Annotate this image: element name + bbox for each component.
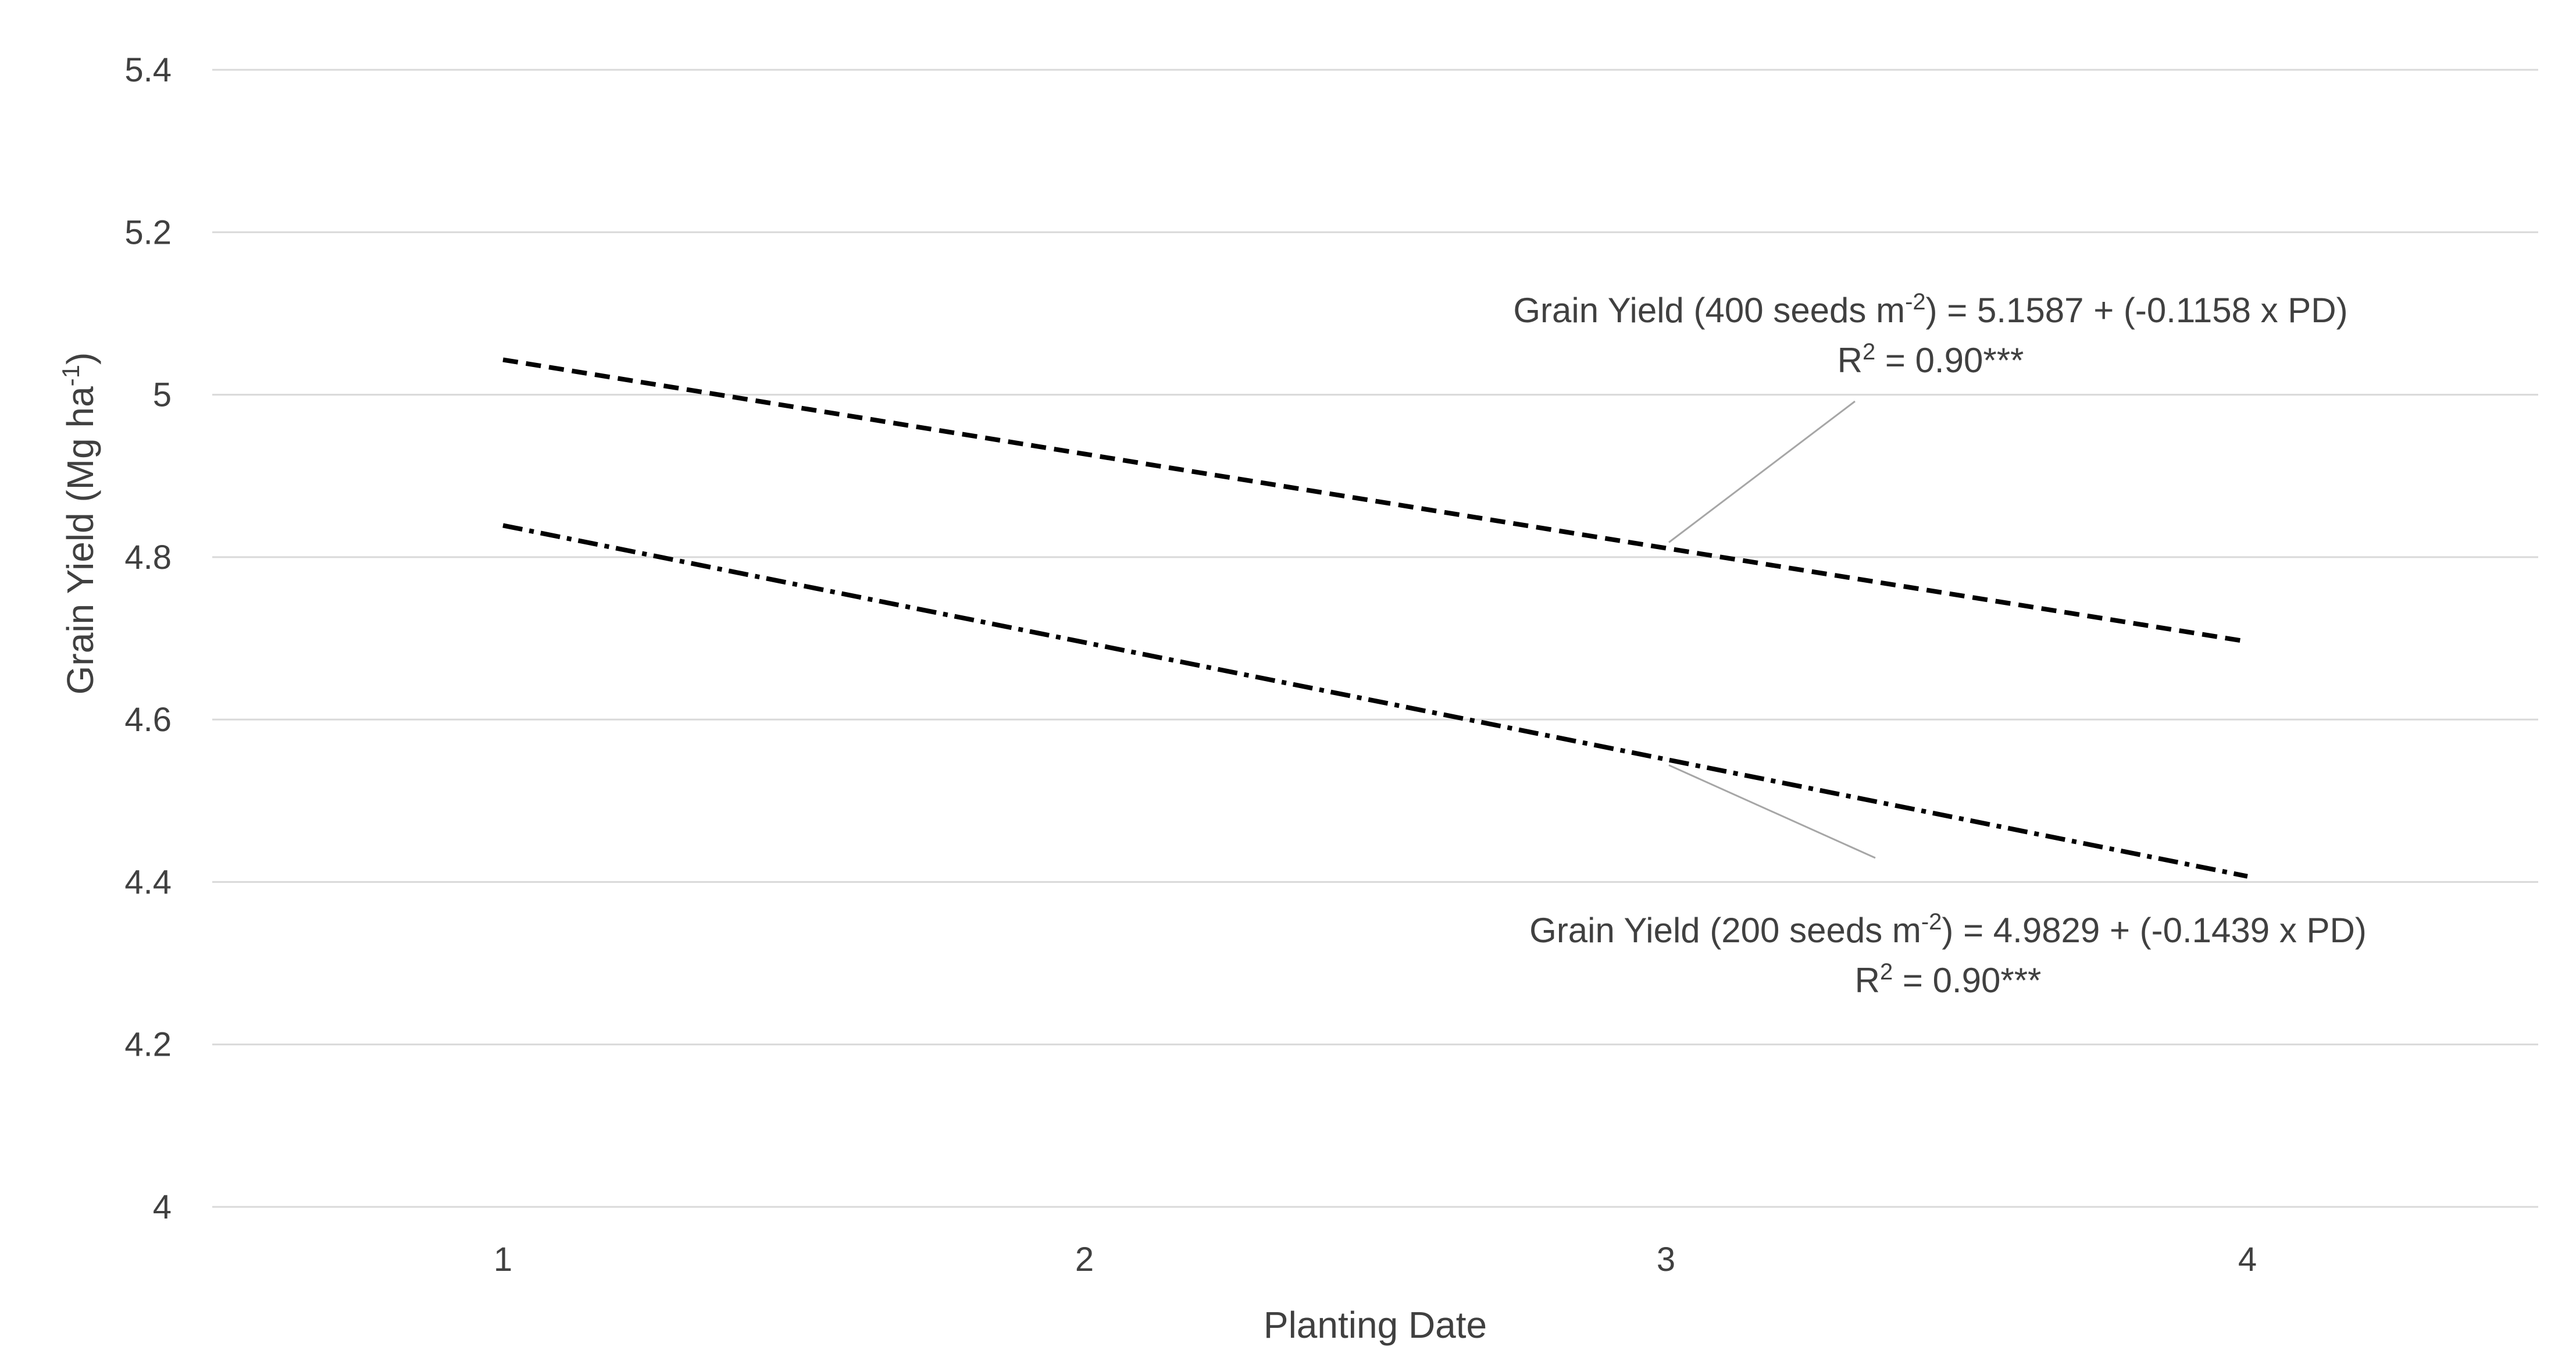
annotation-200-r2: R2 = 0.90***: [1855, 959, 2042, 1000]
y-tick-label: 4.4: [124, 863, 172, 901]
x-tick-label: 1: [494, 1241, 512, 1278]
y-tick-label: 5.2: [124, 213, 172, 251]
annotation-400-eq: Grain Yield (400 seeds m-2) = 5.1587 + (…: [1513, 289, 2347, 330]
y-axis-title-close: ): [59, 352, 101, 365]
series-lines: [502, 357, 2248, 879]
y-tick-label: 5.4: [124, 51, 172, 89]
gridlines: [212, 69, 2538, 1208]
annotation-400-r2-pre: R: [1838, 341, 1863, 380]
annotation-400-eq-post: ) = 5.1587 + (-0.1158 x PD): [1926, 291, 2348, 330]
x-tick-labels: 1 2 3 4: [494, 1241, 2257, 1278]
x-tick-label: 2: [1075, 1241, 1094, 1278]
y-axis-title-base: Grain Yield (Mg ha: [59, 386, 101, 694]
x-axis-title: Planting Date: [1264, 1304, 1487, 1346]
y-tick-label: 4.6: [124, 701, 172, 739]
y-tick-label: 4.2: [124, 1026, 172, 1064]
annotation-400-eq-sup: -2: [1905, 289, 1926, 315]
annotation-leader-line: [1668, 764, 1876, 859]
series-line: [502, 523, 2248, 879]
x-tick-label: 3: [1657, 1241, 1675, 1278]
annotation-400-eq-pre: Grain Yield (400 seeds m: [1513, 291, 1905, 330]
annotation-200-eq-post: ) = 4.9829 + (-0.1439 x PD): [1942, 911, 2366, 950]
annotation-200-eq-sup: -2: [1921, 909, 1942, 935]
y-tick-labels: 4 4.2 4.4 4.6 4.8 5 5.2 5.4: [124, 51, 172, 1226]
annotation-400-r2: R2 = 0.90***: [1838, 339, 2024, 380]
annotation-200-r2-pre: R: [1855, 961, 1880, 1000]
annotation-200-r2-sup: 2: [1880, 959, 1893, 985]
x-tick-label: 4: [2238, 1241, 2257, 1278]
annotation-leaders: [1668, 400, 1876, 859]
series-line: [502, 357, 2248, 644]
annotation-leader-line: [1668, 400, 1856, 543]
annotation-200-eq: Grain Yield (200 seeds m-2) = 4.9829 + (…: [1529, 909, 2367, 950]
y-tick-label: 5: [153, 376, 172, 414]
y-tick-label: 4: [153, 1188, 172, 1226]
annotation-200-eq-pre: Grain Yield (200 seeds m: [1529, 911, 1921, 950]
annotation-400-r2-sup: 2: [1863, 339, 1875, 365]
y-axis-title-sup: -1: [57, 365, 84, 386]
y-axis-title: Grain Yield (Mg ha-1): [57, 352, 101, 695]
y-tick-label: 4.8: [124, 539, 172, 576]
annotation-200-r2-post: = 0.90***: [1893, 961, 2041, 1000]
annotation-400-r2-post: = 0.90***: [1875, 341, 2024, 380]
